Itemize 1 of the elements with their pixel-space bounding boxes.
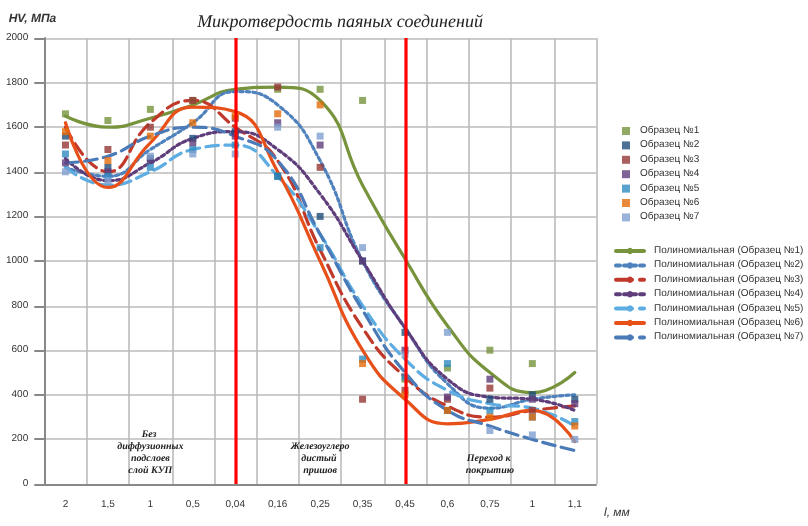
chart-title: Микротвердость паяных соединений [195, 11, 484, 31]
